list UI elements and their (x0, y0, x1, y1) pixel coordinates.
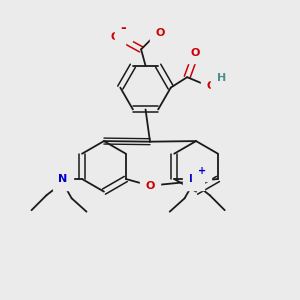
Text: H: H (217, 73, 226, 83)
Text: O: O (191, 47, 200, 58)
Text: -: - (120, 21, 126, 35)
Text: O: O (145, 181, 155, 191)
Text: N: N (189, 174, 198, 184)
Text: N: N (58, 174, 68, 184)
Text: O: O (207, 81, 216, 91)
Text: O: O (156, 28, 165, 38)
Text: +: + (198, 166, 206, 176)
Text: O: O (110, 32, 120, 43)
